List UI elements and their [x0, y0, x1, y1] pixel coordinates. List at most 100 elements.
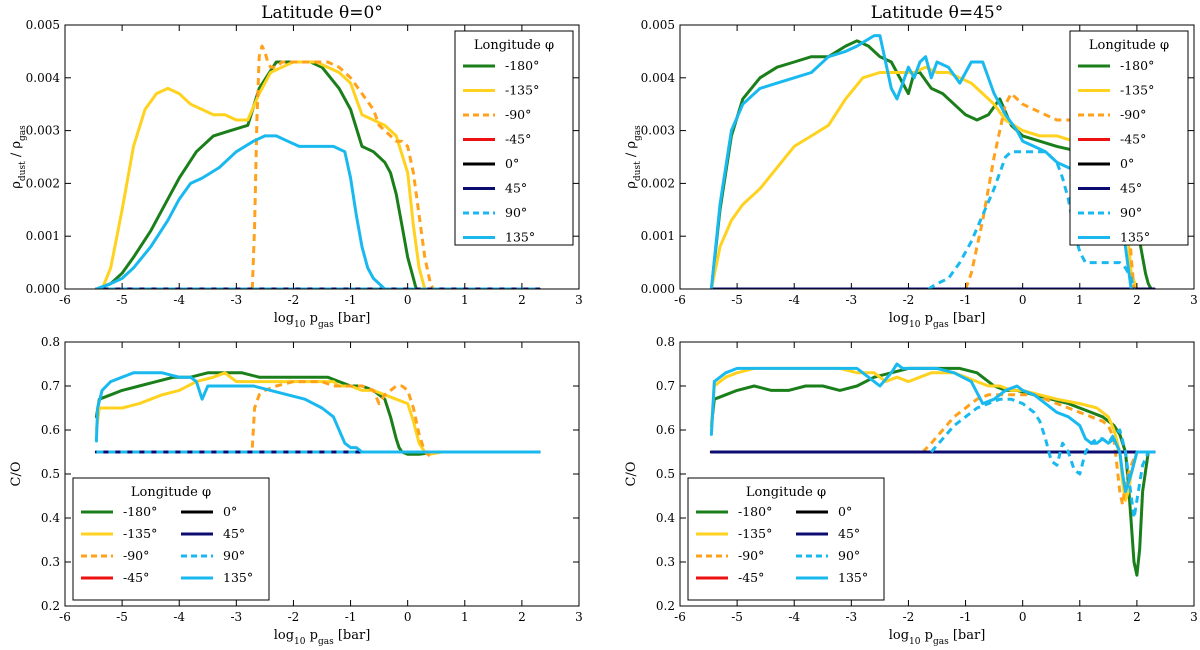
legend-label-0: 0°: [1120, 156, 1134, 171]
series-line-135: [94, 371, 541, 454]
legend: Longitude φ -180° -135° -90° -45° 0° 45° 90° 135…: [454, 30, 574, 246]
x-tick-label: -6: [59, 610, 71, 624]
x-tick-label: 3: [1190, 293, 1198, 307]
legend-label-135: 135°: [1120, 230, 1150, 245]
legend-label-0: 0°: [223, 504, 237, 519]
x-tick-label: 0: [1019, 293, 1027, 307]
legend-box: [72, 477, 270, 601]
legend-title: Longitude φ: [131, 485, 211, 500]
legend-label-90: 90°: [505, 205, 527, 220]
y-tick-label: 0.3: [656, 555, 675, 569]
x-tick-label: -1: [345, 610, 357, 624]
panel-co-latitude-0: -6 -5 -4 -3 -2 -1 0 1 2 3 0.2 0.3 0.4 0.5 0.6 0.7 0.8 log…: [9, 335, 583, 647]
legend-label--135: -135°: [505, 83, 539, 98]
legend-label-90: 90°: [1120, 205, 1142, 220]
x-tick-label: -6: [674, 610, 686, 624]
x-tick-label: 3: [575, 293, 583, 307]
y-tick-label: 0.5: [41, 467, 60, 481]
series-line-135: [709, 34, 1133, 289]
x-tick-label: -2: [288, 293, 300, 307]
legend-label--180: -180°: [505, 58, 539, 73]
legend-label-45: 45°: [1120, 181, 1142, 196]
legend-label-45: 45°: [223, 526, 245, 541]
legend-label-135: 135°: [505, 230, 535, 245]
x-tick-label: -4: [173, 610, 185, 624]
series-line--180: [94, 371, 541, 456]
x-tick-label: 3: [575, 610, 583, 624]
y-tick-label: 0.2: [41, 599, 60, 613]
panel-co-latitude-45: -6 -5 -4 -3 -2 -1 0 1 2 3 0.2 0.3 0.4 0.5 0.6 0.7 0.8 log…: [624, 335, 1198, 647]
series-line--135: [94, 371, 541, 456]
panel-dust-latitude-45: -6 -5 -4 -3 -2 -1 0 1 2 3 0.000 0.001 0.002 0.003 0.00…: [624, 3, 1198, 330]
legend-label--45: -45°: [505, 132, 531, 147]
y-axis-label: ρdust / ρgas: [9, 125, 28, 189]
x-tick-label: -5: [116, 610, 128, 624]
legend-label--90: -90°: [505, 107, 531, 122]
x-tick-label: 1: [461, 610, 469, 624]
legend-label-45: 45°: [838, 526, 860, 541]
series-line--135: [100, 60, 427, 289]
y-tick-label: 0.5: [656, 467, 675, 481]
legend-title: Longitude φ: [746, 485, 826, 500]
legend-label--135: -135°: [738, 526, 772, 541]
legend-label-45: 45°: [505, 181, 527, 196]
y-axis-label: C/O: [624, 462, 639, 487]
x-tick-label: 2: [518, 293, 526, 307]
legend-label--180: -180°: [738, 504, 772, 519]
x-tick-label: -1: [960, 610, 972, 624]
legend: Longitude φ -180° -135° -90° -45° 0° 45° 90° 135…: [1069, 30, 1189, 246]
x-tick-label: -3: [845, 610, 857, 624]
series-line-135: [94, 134, 387, 289]
x-tick-label: -1: [345, 293, 357, 307]
legend-label--90: -90°: [1120, 107, 1146, 122]
x-tick-label: 1: [461, 293, 469, 307]
y-tick-label: 0.6: [656, 423, 675, 437]
chart-title: Latitude θ=45°: [871, 3, 1003, 23]
legend-label--90: -90°: [738, 548, 764, 563]
y-tick-label: 0.8: [41, 335, 60, 349]
legend-label-90: 90°: [838, 548, 860, 563]
y-tick-label: 0.2: [656, 599, 675, 613]
y-tick-label: 0.6: [41, 423, 60, 437]
legend-box: [687, 477, 885, 601]
x-tick-label: -5: [731, 610, 743, 624]
legend-label-0: 0°: [838, 504, 852, 519]
y-tick-label: 0.4: [41, 511, 60, 525]
legend-label-135: 135°: [223, 570, 253, 585]
legend-label--45: -45°: [123, 570, 149, 585]
y-tick-label: 0.002: [641, 176, 675, 190]
x-tick-label: -6: [59, 293, 71, 307]
x-axis-label: log10 pgas [bar]: [889, 311, 986, 330]
legend-label--45: -45°: [738, 570, 764, 585]
y-tick-label: 0.004: [26, 71, 61, 85]
legend-title: Longitude φ: [1089, 38, 1169, 53]
y-tick-label: 0.003: [641, 124, 675, 138]
x-tick-label: -5: [116, 293, 128, 307]
y-tick-label: 0.7: [656, 379, 675, 393]
legend-label--135: -135°: [1120, 83, 1154, 98]
x-tick-label: 2: [1133, 293, 1141, 307]
y-tick-label: 0.3: [41, 555, 60, 569]
y-tick-label: 0.001: [641, 229, 675, 243]
x-tick-label: -2: [903, 293, 915, 307]
legend: Longitude φ -180° -135° -90° -45° 0° 45° 90° 135…: [687, 477, 885, 601]
y-tick-label: 0.004: [641, 71, 676, 85]
x-tick-label: -4: [788, 293, 800, 307]
x-tick-label: 3: [1190, 610, 1198, 624]
y-axis-label: C/O: [9, 462, 24, 487]
series-group: [94, 371, 541, 460]
x-axis-label: log10 pgas [bar]: [889, 628, 986, 647]
panel-dust-latitude-0: -6 -5 -4 -3 -2 -1 0 1 2 3 0.000 0.001 0.002 0.003 0.00…: [9, 3, 583, 330]
legend-label-135: 135°: [838, 570, 868, 585]
y-tick-label: 0.4: [656, 511, 675, 525]
y-tick-label: 0.8: [656, 335, 675, 349]
series-line--90: [250, 380, 435, 460]
x-axis-label: log10 pgas [bar]: [274, 311, 371, 330]
series-group: [709, 362, 1156, 577]
x-tick-label: 1: [1076, 293, 1084, 307]
series-line-90: [927, 150, 1136, 289]
legend-label-90: 90°: [223, 548, 245, 563]
legend-label--135: -135°: [123, 526, 157, 541]
x-tick-label: -1: [960, 293, 972, 307]
